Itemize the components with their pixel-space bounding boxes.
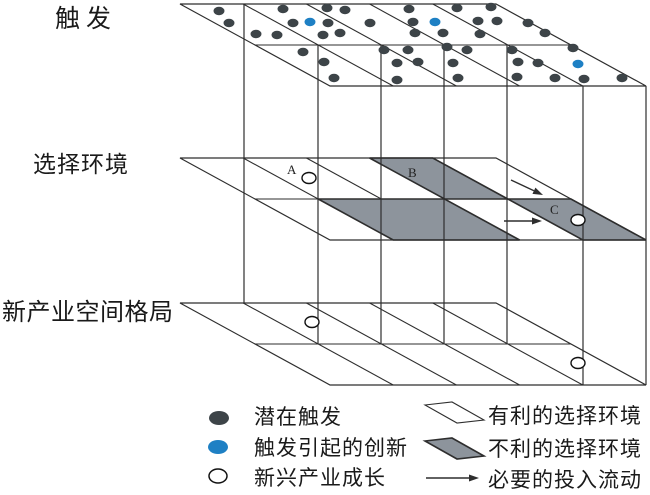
- industry-growth-dot: [301, 171, 317, 185]
- potential-trigger-dot: [567, 43, 579, 53]
- potential-trigger-dot: [391, 75, 403, 85]
- potential-trigger-dot: [441, 42, 453, 52]
- region-b-label: B: [408, 165, 417, 180]
- plane-diagonal: [432, 302, 584, 386]
- potential-trigger-dot: [447, 58, 459, 68]
- potential-trigger-dot: [339, 5, 351, 15]
- legend-potential-trigger-label: 潜在触发: [254, 405, 342, 429]
- potential-trigger-dot: [334, 28, 346, 38]
- potential-trigger-dot: [437, 28, 449, 38]
- potential-trigger-dot: [412, 57, 424, 67]
- potential-trigger-dot: [472, 16, 484, 26]
- potential-trigger-dot: [532, 58, 544, 68]
- potential-trigger-dot: [549, 73, 561, 83]
- trigger-layer-label: 触发: [55, 6, 118, 33]
- favorable-environment-icon: [423, 401, 486, 424]
- potential-trigger-dot: [461, 45, 473, 55]
- unfavorable-environment-icon: [422, 437, 487, 460]
- potential-trigger-dot: [506, 45, 518, 55]
- legend-innovation-label: 触发引起的创新: [254, 436, 408, 460]
- legend-favorable-env-label: 有利的选择环境: [488, 404, 642, 428]
- plane-pattern: [179, 302, 647, 386]
- spatial-pattern-label: 新产业空间格局: [2, 300, 174, 326]
- industry-growth-dot: [570, 213, 586, 227]
- input-flow-arrow: [510, 179, 535, 192]
- legend-industry-growth-label: 新兴产业成长: [254, 466, 386, 490]
- potential-trigger-dot-icon: [209, 411, 229, 425]
- potential-trigger-dot: [277, 4, 289, 14]
- industry-growth-dot: [304, 315, 320, 329]
- potential-trigger-dot: [403, 4, 415, 14]
- potential-trigger-dot: [491, 16, 503, 26]
- region-c-label: C: [550, 202, 559, 217]
- potential-trigger-dot: [223, 18, 235, 28]
- potential-trigger-dot: [250, 29, 262, 39]
- potential-trigger-dot: [539, 28, 551, 38]
- selection-environment-label: 选择环境: [33, 152, 129, 177]
- region-a-label: A: [287, 162, 297, 177]
- potential-trigger-dot: [452, 73, 464, 83]
- legend-input-flow-label: 必要的投入流动: [488, 468, 642, 492]
- potential-trigger-dot: [321, 3, 333, 13]
- potential-trigger-dot: [328, 73, 340, 83]
- input-flow-arrow-head: [532, 217, 542, 225]
- potential-trigger-dot: [616, 73, 628, 83]
- input-flow-arrow-icon-head: [469, 474, 479, 482]
- potential-trigger-dot: [474, 29, 486, 39]
- potential-trigger-dot: [578, 74, 590, 84]
- potential-trigger-dot: [512, 57, 524, 67]
- innovation-dot: [572, 59, 584, 69]
- plane-diagonal: [432, 3, 584, 87]
- potential-trigger-dot: [511, 72, 523, 82]
- potential-trigger-dot: [287, 18, 299, 28]
- innovation-dot: [429, 17, 441, 27]
- potential-trigger-dot: [391, 58, 403, 68]
- innovation-dot-icon: [208, 440, 228, 454]
- potential-trigger-dot: [317, 30, 329, 40]
- industry-growth-dot-icon: [208, 468, 228, 484]
- unfavorable-environment-band: [369, 157, 509, 200]
- potential-trigger-dot: [213, 6, 225, 16]
- innovation-dot: [304, 17, 316, 27]
- potential-trigger-dot: [297, 47, 309, 57]
- potential-trigger-dot: [318, 57, 330, 67]
- potential-trigger-dot: [409, 28, 421, 38]
- legend-unfavorable-env-label: 不利的选择环境: [488, 437, 642, 461]
- unfavorable-environment-band: [317, 198, 520, 241]
- potential-trigger-dot: [485, 2, 497, 12]
- potential-trigger-dot: [271, 30, 283, 40]
- input-flow-arrow-head: [532, 187, 543, 195]
- potential-trigger-dot: [451, 3, 463, 13]
- potential-trigger-dot: [364, 18, 376, 28]
- potential-trigger-dot: [522, 18, 534, 28]
- industry-growth-dot: [570, 356, 586, 370]
- potential-trigger-dot: [407, 17, 419, 27]
- potential-trigger-dot: [402, 45, 414, 55]
- potential-trigger-dot: [378, 45, 390, 55]
- potential-trigger-dot: [322, 18, 334, 28]
